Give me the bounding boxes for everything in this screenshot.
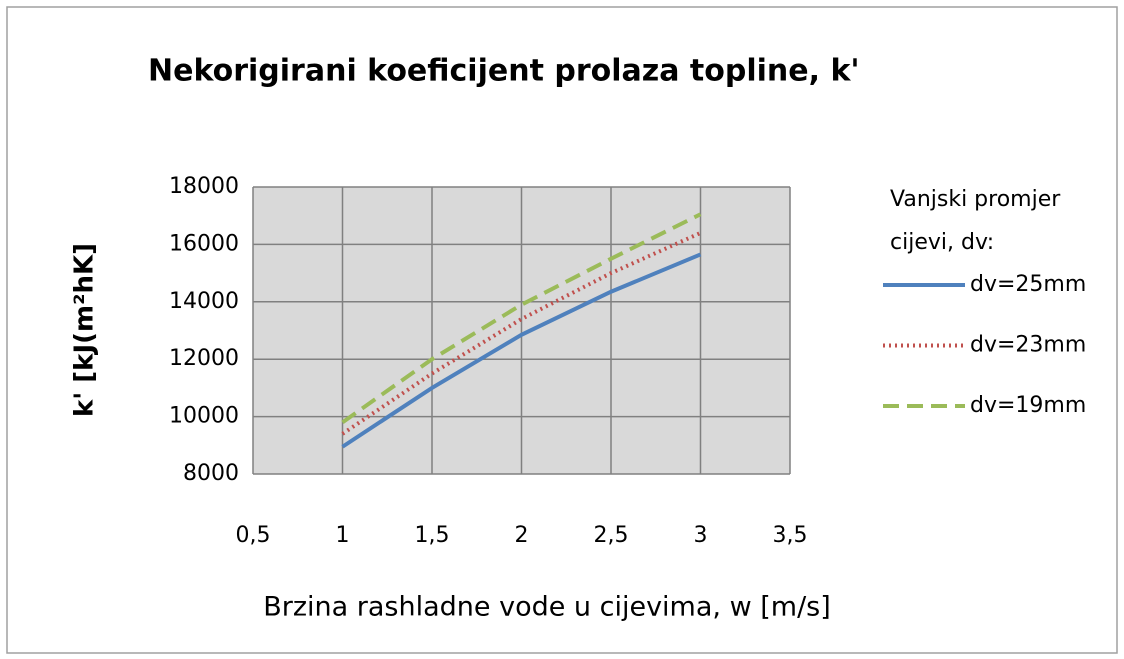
y-tick-label: 8000: [183, 461, 239, 486]
series-line: [341, 212, 702, 424]
x-tick-label: 3,5: [773, 523, 808, 548]
x-tick-label: 3: [694, 523, 708, 548]
x-tick-label: 0,5: [236, 523, 271, 548]
y-tick-label: 16000: [169, 231, 239, 256]
series-line: [341, 252, 702, 449]
x-axis-title: Brzina rashladne vode u cijevima, w [m/s…: [263, 592, 831, 623]
y-tick-label: 10000: [169, 404, 239, 429]
chart-title: Nekorigirani koeficijent prolaza topline…: [148, 54, 860, 89]
y-tick-label: 18000: [169, 174, 239, 199]
legend-title: cijevi, dv:: [890, 230, 994, 255]
legend-label: dv=19mm: [970, 393, 1086, 418]
legend-title: Vanjski promjer: [890, 187, 1061, 212]
x-tick-label: 2,5: [594, 523, 629, 548]
y-tick-label: 14000: [169, 289, 239, 314]
x-tick-label: 2: [515, 523, 529, 548]
legend-label: dv=23mm: [970, 333, 1086, 358]
y-tick-label: 12000: [169, 346, 239, 371]
x-tick-label: 1: [336, 523, 350, 548]
x-tick-label: 1,5: [415, 523, 450, 548]
legend-label: dv=25mm: [970, 272, 1086, 297]
y-axis-title: k' [kJ(m²hK]: [70, 243, 100, 417]
